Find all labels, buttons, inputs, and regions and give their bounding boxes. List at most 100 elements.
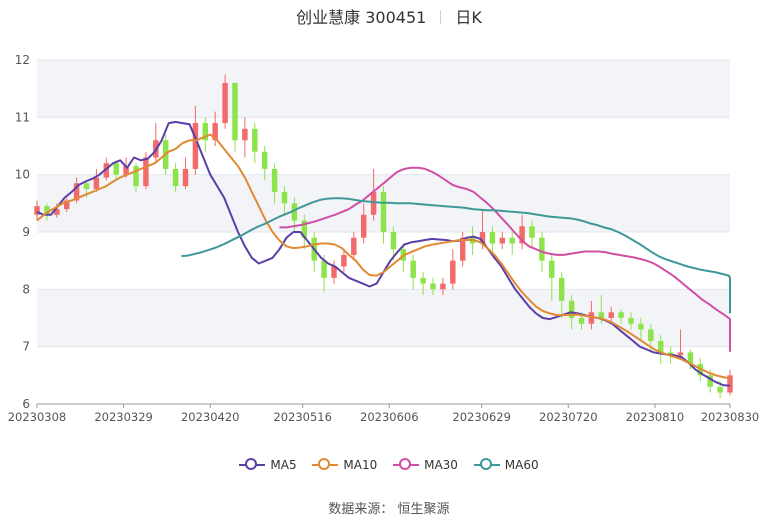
candle-body [539,237,545,261]
candle-body [598,312,605,318]
candle-body [133,166,139,187]
candle-body [479,232,486,244]
candle-body [638,323,644,330]
candle [489,226,496,255]
candle-body [212,123,218,141]
y-tick-label: 8 [22,282,30,296]
chart-title: 创业慧康 300451 日K [0,4,778,28]
candle-body [529,226,535,238]
candle-body [608,312,614,318]
y-tick-label: 9 [22,225,30,239]
band [37,289,730,347]
candle-body [113,163,119,175]
legend-item-ma30[interactable]: MA30 [393,458,458,472]
candle-body [628,318,634,324]
candle [420,272,426,296]
x-tick-label: 20230329 [94,410,153,424]
legend-item-ma5[interactable]: MA5 [239,458,297,472]
y-tick-label: 6 [22,397,30,411]
candle [212,111,218,146]
candle-body [73,183,80,201]
candle [222,74,228,129]
candle-body [63,200,70,210]
candle-body [420,277,426,284]
candle-body [291,203,298,221]
candle [509,232,515,255]
candle-body [341,254,347,267]
legend-swatch-ma5 [239,458,266,471]
candle-body [103,163,110,178]
legend-item-ma60[interactable]: MA60 [473,458,539,472]
candle-body [440,283,446,290]
data-source: 数据来源： 恒生聚源 [328,502,450,517]
legend-label-ma10: MA10 [343,458,378,472]
candle-body [360,214,367,238]
candle-body [202,123,209,141]
candle-body [93,177,100,189]
legend-swatch-ma30 [393,458,420,471]
candle [450,249,456,290]
candle [618,309,624,324]
candle-body [430,283,436,290]
candle-body [648,329,654,341]
candle-body [519,226,525,244]
moving-average-lines [36,120,731,387]
candle [529,220,535,250]
title-separator [440,10,442,24]
x-tick-label: 20230606 [360,410,419,424]
candle [677,329,684,359]
x-axis: 20230308 20230329 20230420 20230516 20230606… [8,403,759,424]
candle-body [677,352,684,356]
candle-body [459,237,466,261]
candle-body [410,260,416,278]
candle [687,349,694,370]
candle-body [83,183,90,189]
x-tick-label: 20230308 [8,410,67,424]
candle [657,335,664,364]
candle-body [252,128,258,152]
candle-body [351,237,357,255]
candle-body [390,232,397,250]
candle-body [281,191,288,204]
candle-body [172,168,179,187]
candle [360,203,367,244]
legend-label-ma60: MA60 [504,458,539,472]
candle-body [370,191,377,215]
legend-label-ma5: MA5 [270,458,297,472]
candle-body [588,312,595,324]
x-tick-label: 20230720 [539,410,598,424]
candle-body [667,352,674,356]
y-tick-label: 7 [22,340,30,354]
candle [410,254,416,290]
candle [271,163,278,204]
candle [628,312,634,330]
candle-body [558,277,565,301]
y-tick-label: 10 [15,168,30,182]
candle [608,306,614,324]
candle-body [549,260,555,278]
legend: MA5 MA10 MA30 MA60 [0,458,778,474]
candle [252,123,258,164]
candle-body [242,128,248,141]
legend-item-ma10[interactable]: MA10 [312,458,377,472]
candle [351,232,357,261]
candle [727,369,733,396]
legend-swatch-ma60 [473,458,500,471]
candle-body [261,151,268,169]
y-tick-label: 11 [15,110,30,124]
candle-body [182,168,189,187]
candle [380,186,387,244]
ma-line-ma60 [181,197,731,314]
candle [172,163,179,192]
candle [588,300,595,330]
candle-body [499,237,506,244]
candle-body [687,352,694,364]
legend-label-ma30: MA30 [424,458,458,472]
candle [440,277,446,296]
candle-body [192,123,199,169]
candle-body [568,300,575,318]
candle-body [321,260,327,278]
candle-body [271,168,278,192]
band [37,60,730,118]
